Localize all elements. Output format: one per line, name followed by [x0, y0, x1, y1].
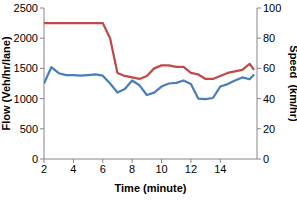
- y2-tick: [257, 159, 261, 160]
- y2-axis-line: [257, 8, 258, 159]
- y2-tick-label: 40: [263, 93, 275, 105]
- x-tick-label: 8: [129, 163, 135, 175]
- y-tick: [40, 128, 44, 129]
- y-tick-label: 0: [32, 153, 38, 165]
- y2-tick-label: 100: [263, 2, 281, 14]
- y2-tick-label: 20: [263, 123, 275, 135]
- y2-tick: [257, 38, 261, 39]
- x-tick-label: 14: [214, 163, 226, 175]
- y2-tick: [257, 128, 261, 129]
- y2-tick-label: 60: [263, 62, 275, 74]
- y2-axis-title: Speed (km/hr): [288, 45, 297, 122]
- x-axis-title: Time (minute): [115, 182, 187, 194]
- y-tick-label: 1000: [14, 93, 38, 105]
- series-line: [44, 67, 254, 99]
- y-tick: [40, 38, 44, 39]
- y2-tick: [257, 68, 261, 69]
- chart: 0 500 1000 1500 2000 2500 0 20 40 60 80 100 2 4 6 8 10 12…: [0, 0, 297, 207]
- y-tick-label: 500: [20, 123, 38, 135]
- x-tick-label: 2: [41, 163, 47, 175]
- x-tick-label: 6: [100, 163, 106, 175]
- y-tick-label: 1500: [14, 62, 38, 74]
- y-tick: [40, 68, 44, 69]
- y2-tick: [257, 8, 261, 9]
- y-axis-title: Flow (Veh/hr/lane): [0, 36, 12, 130]
- y-tick: [40, 159, 44, 160]
- x-axis-line: [44, 159, 257, 160]
- y-tick-label: 2500: [14, 2, 38, 14]
- plot-area: [44, 23, 254, 99]
- x-tick-label: 4: [70, 163, 76, 175]
- y-tick: [40, 8, 44, 9]
- y-tick: [40, 98, 44, 99]
- y2-tick: [257, 98, 261, 99]
- y-tick-label: 2000: [14, 32, 38, 44]
- y2-tick-label: 0: [263, 153, 269, 165]
- y2-tick-label: 80: [263, 32, 275, 44]
- x-tick-label: 10: [155, 163, 167, 175]
- x-tick-label: 12: [185, 163, 197, 175]
- series-line: [44, 23, 254, 79]
